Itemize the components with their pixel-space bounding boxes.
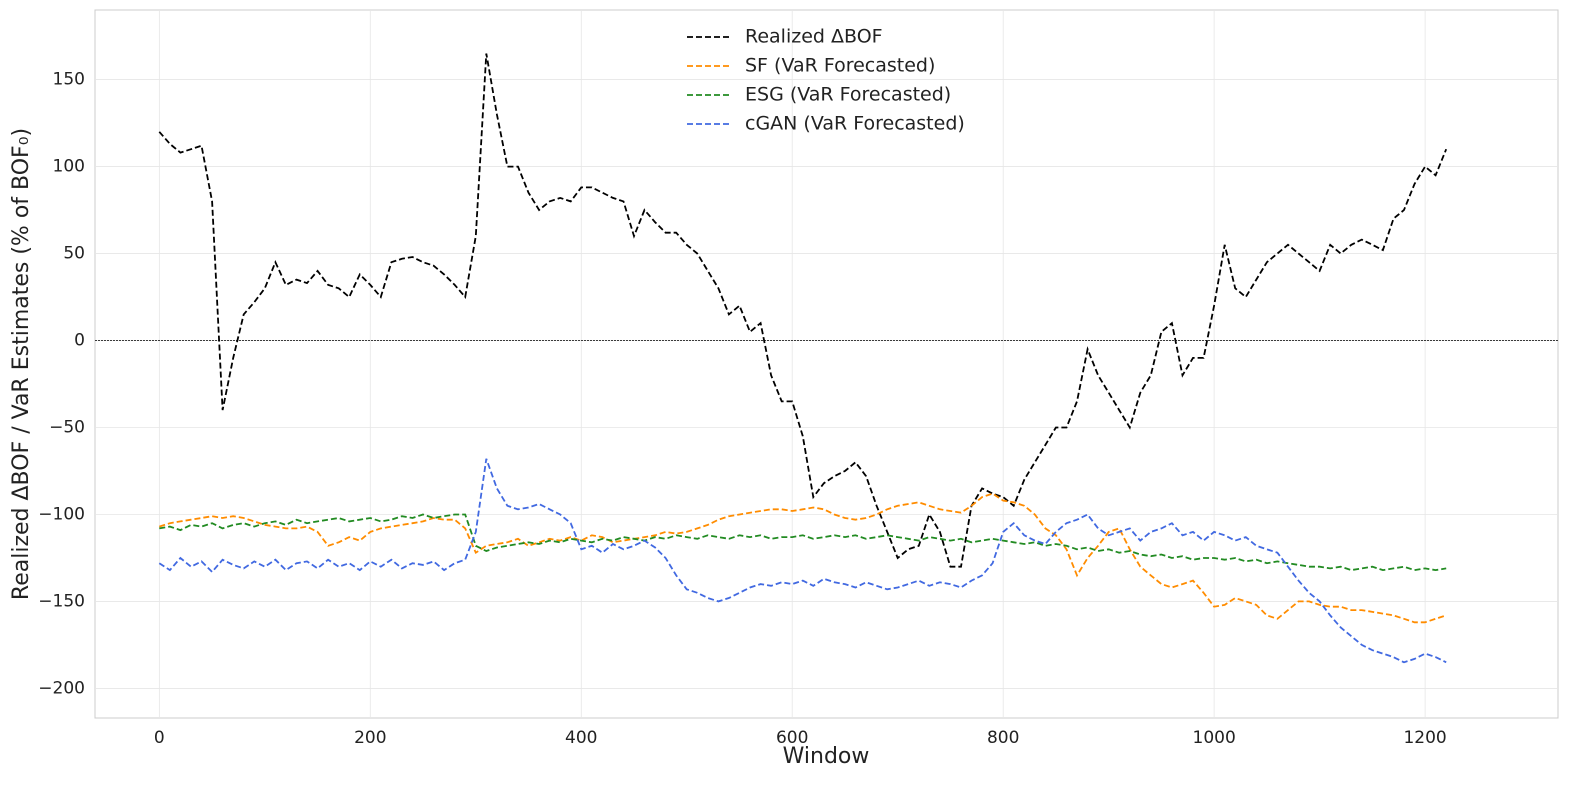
x-tick-label: 1000 [1193,728,1236,748]
y-tick-label: 50 [63,244,85,264]
y-tick-label: 150 [53,70,85,90]
series-line [158,53,1448,568]
y-tick-label: 100 [53,157,85,177]
y-tick-label: 0 [74,331,85,351]
y-tick-label: −100 [38,504,85,524]
x-tick-label: 200 [354,728,386,748]
series-line [158,458,1447,664]
x-axis-label: Window [783,744,870,769]
plot-frame [94,9,1559,719]
x-tick-label: 0 [154,728,165,748]
legend-label: ESG (VaR Forecasted) [745,84,951,106]
legend-label: Realized ΔBOF [745,26,883,48]
y-tick-label: −50 [49,417,85,437]
x-tick-label: 400 [565,728,597,748]
x-tick-label: 600 [776,728,808,748]
x-tick-label: 800 [987,728,1019,748]
series-line [159,492,1447,624]
x-tick-label: 1200 [1403,728,1446,748]
y-tick-label: −200 [38,678,85,698]
series-line [159,513,1447,572]
legend-label: SF (VaR Forecasted) [745,55,935,77]
legend-label: cGAN (VaR Forecasted) [745,113,965,135]
y-tick-label: −150 [38,591,85,611]
y-axis-label: Realized ΔBOF / VaR Estimates (% of BOF₀… [9,128,34,600]
